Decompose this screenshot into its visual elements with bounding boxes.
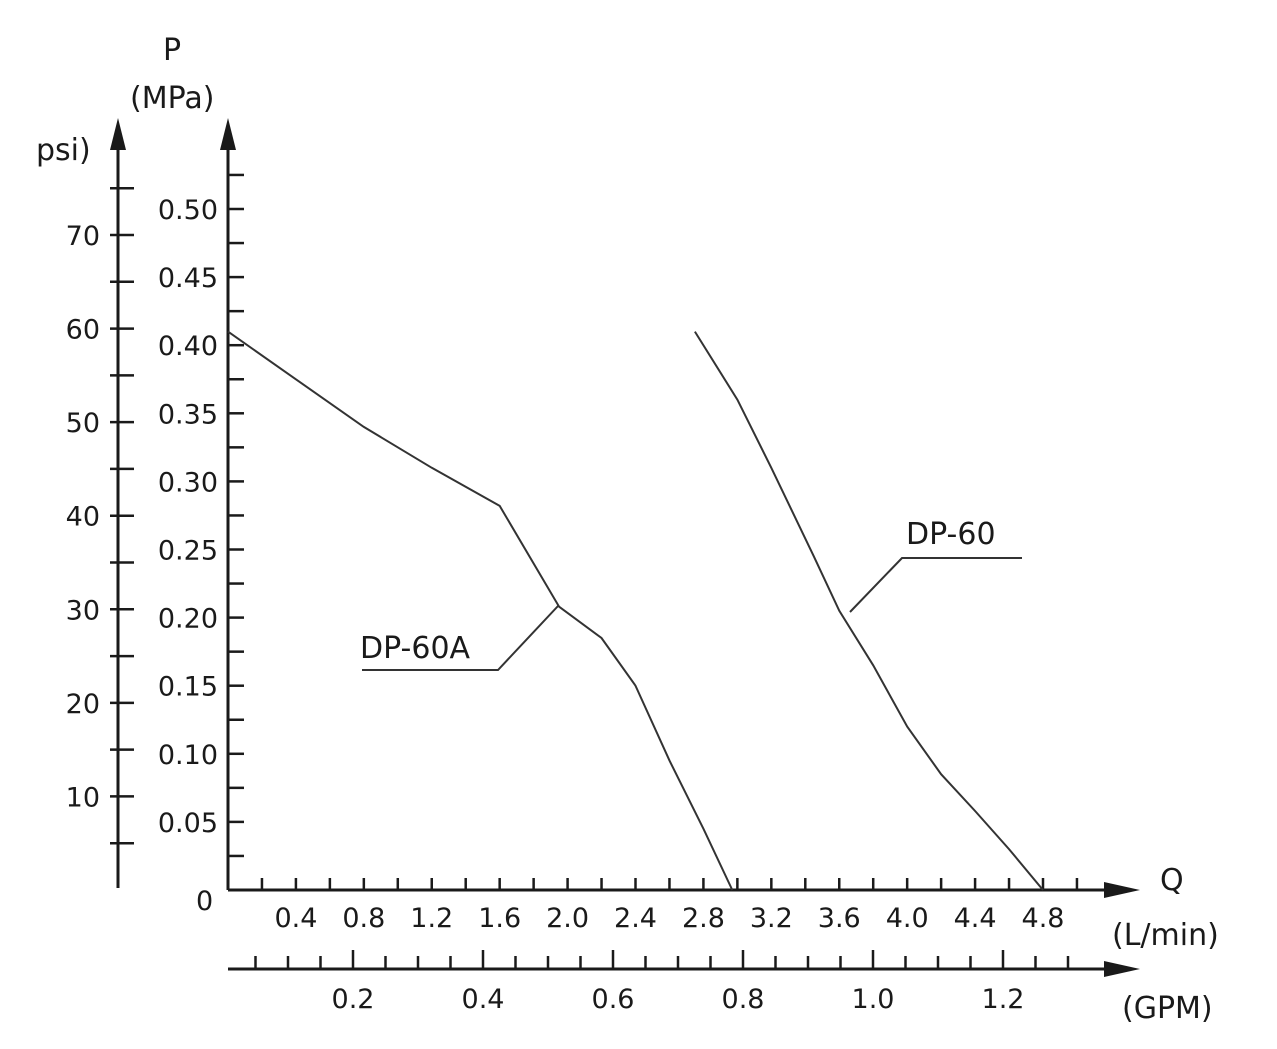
gpm-tick-label: 0.8 [722, 984, 765, 1015]
gpm-tick-label: 0.4 [462, 984, 505, 1015]
lpm-axis-arrow-icon [1104, 882, 1140, 898]
lpm-unit-label: (L/min) [1112, 918, 1219, 953]
psi-tick-label: 40 [66, 502, 100, 533]
mpa-tick-label: 0.50 [158, 195, 218, 226]
gpm-unit-label: (GPM) [1122, 991, 1213, 1026]
mpa-tick-label: 0.05 [158, 808, 218, 839]
mpa-tick-label: 0.25 [158, 536, 218, 567]
mpa-unit-label: (MPa) [130, 81, 214, 116]
mpa-tick-label: 0.15 [158, 672, 218, 703]
leader-line-dp-60a [362, 605, 559, 671]
psi-tick-label: 10 [66, 782, 100, 813]
series-label-dp-60a: DP-60A [360, 631, 471, 666]
mpa-tick-label: 0.10 [158, 740, 218, 771]
lpm-tick-label: 0.4 [274, 903, 317, 934]
series-line-dp-60 [694, 331, 1044, 891]
mpa-tick-label: 0.30 [158, 467, 218, 498]
gpm-tick-label: 1.2 [982, 984, 1025, 1015]
lpm-tick-label: 4.0 [886, 903, 929, 934]
lpm-tick-label: 2.0 [546, 903, 589, 934]
mpa-tick-label: 0.20 [158, 604, 218, 635]
lpm-tick-label: 1.2 [410, 903, 453, 934]
gpm-axis-arrow-icon [1104, 961, 1140, 977]
leader-line-dp-60 [849, 557, 1022, 613]
gpm-tick-label: 0.6 [592, 984, 635, 1015]
lpm-tick-label: 0.8 [342, 903, 385, 934]
psi-tick-label: 60 [66, 315, 100, 346]
psi-tick-label: 30 [66, 595, 100, 626]
lpm-tick-label: 1.6 [478, 903, 521, 934]
lpm-tick-label: 4.4 [954, 903, 997, 934]
gpm-tick-label: 1.0 [852, 984, 895, 1015]
mpa-tick-label: 0.40 [158, 331, 218, 362]
psi-tick-label: 70 [66, 221, 100, 252]
mpa-tick-label: 0.35 [158, 399, 218, 430]
mpa-tick-label: 0.45 [158, 263, 218, 294]
psi-tick-label: 20 [66, 689, 100, 720]
psi-axis-arrow-icon [110, 118, 126, 150]
psi-tick-label: 50 [66, 408, 100, 439]
p-axis-label: P [163, 33, 181, 68]
lpm-tick-label: 3.2 [750, 903, 793, 934]
lpm-tick-label: 4.8 [1022, 903, 1065, 934]
q-axis-label: Q [1160, 863, 1184, 898]
lpm-tick-label: 3.6 [818, 903, 861, 934]
lpm-tick-label: 2.4 [614, 903, 657, 934]
lpm-tick-label: 2.8 [682, 903, 725, 934]
mpa-axis-arrow-icon [220, 118, 236, 150]
series-label-dp-60: DP-60 [906, 517, 996, 552]
series-line-dp-60a [227, 330, 734, 891]
origin-label: 0 [196, 886, 213, 917]
psi-axis-label: psi) [36, 133, 91, 168]
gpm-tick-label: 0.2 [332, 984, 375, 1015]
